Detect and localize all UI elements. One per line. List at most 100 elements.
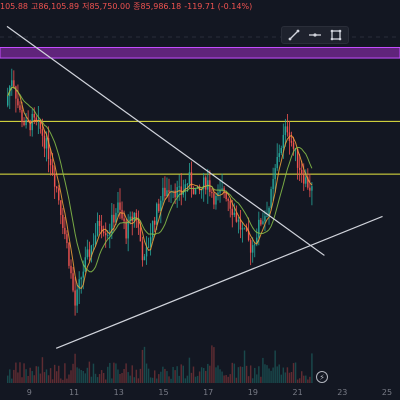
volume-bar	[205, 370, 207, 383]
volume-bar	[180, 364, 182, 383]
candle-body	[156, 203, 158, 225]
candle-body	[55, 186, 58, 189]
volume-bar	[188, 357, 191, 383]
candle-body	[135, 212, 138, 221]
volume-bar	[129, 375, 131, 383]
volume-bar	[262, 357, 264, 383]
candle-body	[139, 227, 142, 242]
candle-body	[72, 273, 74, 291]
x-tick-label: 21	[292, 388, 303, 397]
ohlc-high-value: 고86,105.89	[31, 2, 80, 11]
volume-bar	[27, 375, 29, 383]
volume-bar	[117, 369, 119, 383]
x-tick-label: 19	[247, 388, 258, 397]
volume-bar	[166, 371, 168, 383]
candle-body	[174, 190, 176, 198]
line-tool-icon[interactable]	[308, 28, 322, 42]
volume-bar	[143, 346, 146, 383]
candle-body	[47, 138, 50, 160]
candle-body	[45, 138, 48, 149]
volume-bar	[272, 367, 274, 383]
candle-body	[82, 271, 84, 278]
candle-body	[143, 256, 146, 261]
candle-body	[68, 243, 70, 266]
volume-bar	[162, 366, 164, 383]
volume-bar	[25, 369, 27, 383]
volume-bar	[309, 376, 311, 383]
volume-bar	[7, 375, 9, 383]
volume-bar	[227, 376, 229, 383]
candle-body	[229, 200, 231, 209]
candle-body	[245, 227, 248, 232]
candle-body	[117, 202, 119, 213]
draw-line-icon[interactable]	[287, 28, 301, 42]
volume-bar	[160, 371, 162, 383]
candle-body	[237, 219, 240, 222]
volume-bar	[223, 375, 225, 383]
volume-bar	[258, 366, 260, 383]
volume-bar	[74, 353, 76, 383]
volume-bar	[194, 376, 197, 383]
candle-body	[239, 219, 242, 230]
candle-body	[178, 186, 180, 188]
volume-bar	[13, 369, 15, 383]
candle-body	[180, 186, 182, 196]
volume-bar	[141, 349, 144, 383]
ohlc-low-value: 저85,750.00	[82, 2, 131, 11]
volume-bar	[115, 363, 117, 383]
volume-bar	[151, 377, 154, 383]
fullscreen-icon[interactable]	[329, 28, 343, 42]
volume-bar	[300, 371, 303, 383]
candle-body	[196, 186, 199, 189]
volume-bar	[172, 366, 174, 383]
volume-bar	[82, 370, 84, 383]
candle-body	[35, 117, 38, 122]
candle-body	[292, 142, 295, 149]
candle-body	[111, 214, 113, 233]
candle-body	[102, 231, 105, 234]
volume-bar	[43, 372, 46, 383]
volume-bar	[33, 375, 35, 383]
volume-bar	[37, 366, 40, 383]
candle-body	[137, 220, 140, 228]
volume-bar	[80, 370, 82, 383]
candle-body	[256, 237, 258, 245]
candle-body	[309, 187, 311, 191]
volume-bar	[190, 372, 193, 383]
volume-bar	[290, 371, 293, 383]
volume-bar	[249, 365, 252, 383]
volume-bar	[305, 375, 307, 383]
candle-body	[7, 96, 9, 106]
candle-body	[86, 249, 89, 258]
volume-bar	[45, 369, 48, 383]
volume-bar	[47, 375, 50, 383]
candle-body	[270, 189, 272, 208]
lightning-icon[interactable]: ⚡	[316, 371, 328, 383]
volume-bar	[158, 374, 160, 383]
candle-body	[303, 174, 305, 184]
volume-bar	[296, 379, 299, 383]
volume-bar	[192, 366, 195, 383]
candle-body	[172, 190, 174, 192]
candle-body	[33, 113, 35, 118]
volume-bar	[168, 376, 170, 383]
candle-body	[51, 165, 54, 174]
candle-body	[215, 195, 217, 205]
volume-bar	[49, 368, 52, 383]
volume-bar	[156, 378, 158, 383]
volume-bar	[202, 368, 205, 383]
volume-bar	[211, 345, 213, 383]
candle-body	[107, 235, 109, 236]
x-tick-label: 13	[113, 388, 124, 397]
candle-body	[29, 120, 31, 131]
x-tick-label: 23	[337, 388, 348, 397]
volume-bar	[84, 373, 87, 383]
volume-bar	[23, 363, 25, 383]
ohlc-readout: 105.88 고86,105.89 저85,750.00 종85,986.18 …	[0, 0, 252, 14]
volume-bar	[247, 376, 250, 383]
trendline-0	[6, 25, 325, 256]
candle-body	[94, 235, 97, 245]
volume-bar	[135, 369, 138, 383]
volume-bar	[229, 374, 231, 383]
